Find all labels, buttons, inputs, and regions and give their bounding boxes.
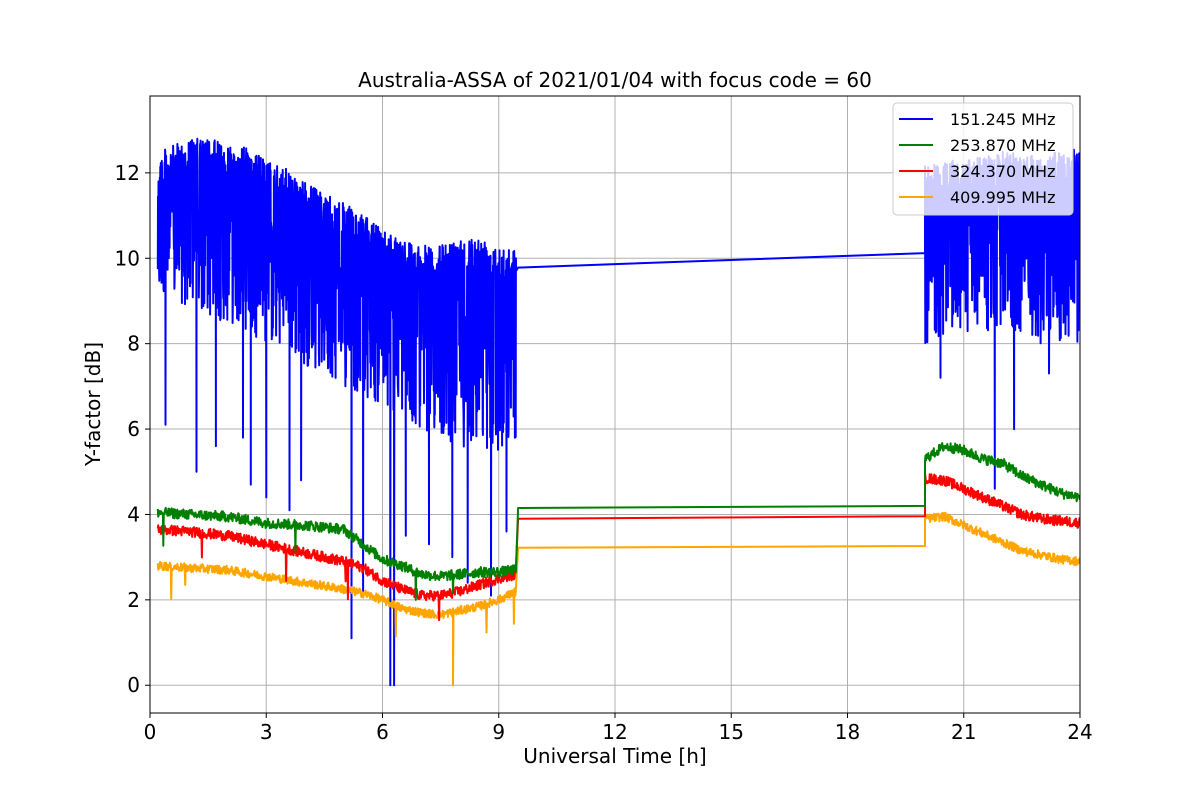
x-tick-label: 24 xyxy=(1067,720,1092,744)
series-253-870-MHz-line xyxy=(156,442,1080,601)
x-tick-label: 3 xyxy=(260,720,273,744)
y-axis-label: Y-factor [dB] xyxy=(81,342,105,467)
series-409-995-MHz-line xyxy=(156,511,1080,687)
series-layer xyxy=(156,137,1080,687)
x-tick-label: 12 xyxy=(602,720,627,744)
y-tick-label: 10 xyxy=(115,246,140,270)
series-path xyxy=(156,511,1080,687)
x-tick-label: 15 xyxy=(719,720,744,744)
series-path xyxy=(156,442,1080,601)
legend-label: 151.245 MHz xyxy=(950,110,1055,129)
legend: 151.245 MHz 253.870 MHz 324.370 MHz 409.995… xyxy=(892,102,1074,216)
legend-label: 409.995 MHz xyxy=(950,188,1055,207)
x-tick-label: 9 xyxy=(492,720,505,744)
legend-label: 324.370 MHz xyxy=(950,162,1055,181)
chart-title: Australia-ASSA of 2021/01/04 with focus … xyxy=(358,68,872,92)
y-tick-label: 8 xyxy=(127,332,140,356)
y-tick-label: 0 xyxy=(127,673,140,697)
series-path xyxy=(156,137,1080,687)
y-axis: 0 2 4 6 8 10 12 xyxy=(115,161,150,697)
series-151-245-MHz-line xyxy=(156,137,1080,687)
y-tick-label: 2 xyxy=(127,588,140,612)
legend-box xyxy=(892,102,1074,216)
x-axis: 0 3 6 9 12 15 18 21 24 xyxy=(144,713,1093,744)
legend-label: 253.870 MHz xyxy=(950,136,1055,155)
x-axis-label: Universal Time [h] xyxy=(523,744,706,768)
x-tick-label: 0 xyxy=(144,720,157,744)
y-tick-label: 4 xyxy=(127,502,140,526)
x-tick-label: 6 xyxy=(376,720,389,744)
x-tick-label: 21 xyxy=(951,720,976,744)
y-tick-label: 12 xyxy=(115,161,140,185)
y-tick-label: 6 xyxy=(127,417,140,441)
x-tick-label: 18 xyxy=(835,720,860,744)
